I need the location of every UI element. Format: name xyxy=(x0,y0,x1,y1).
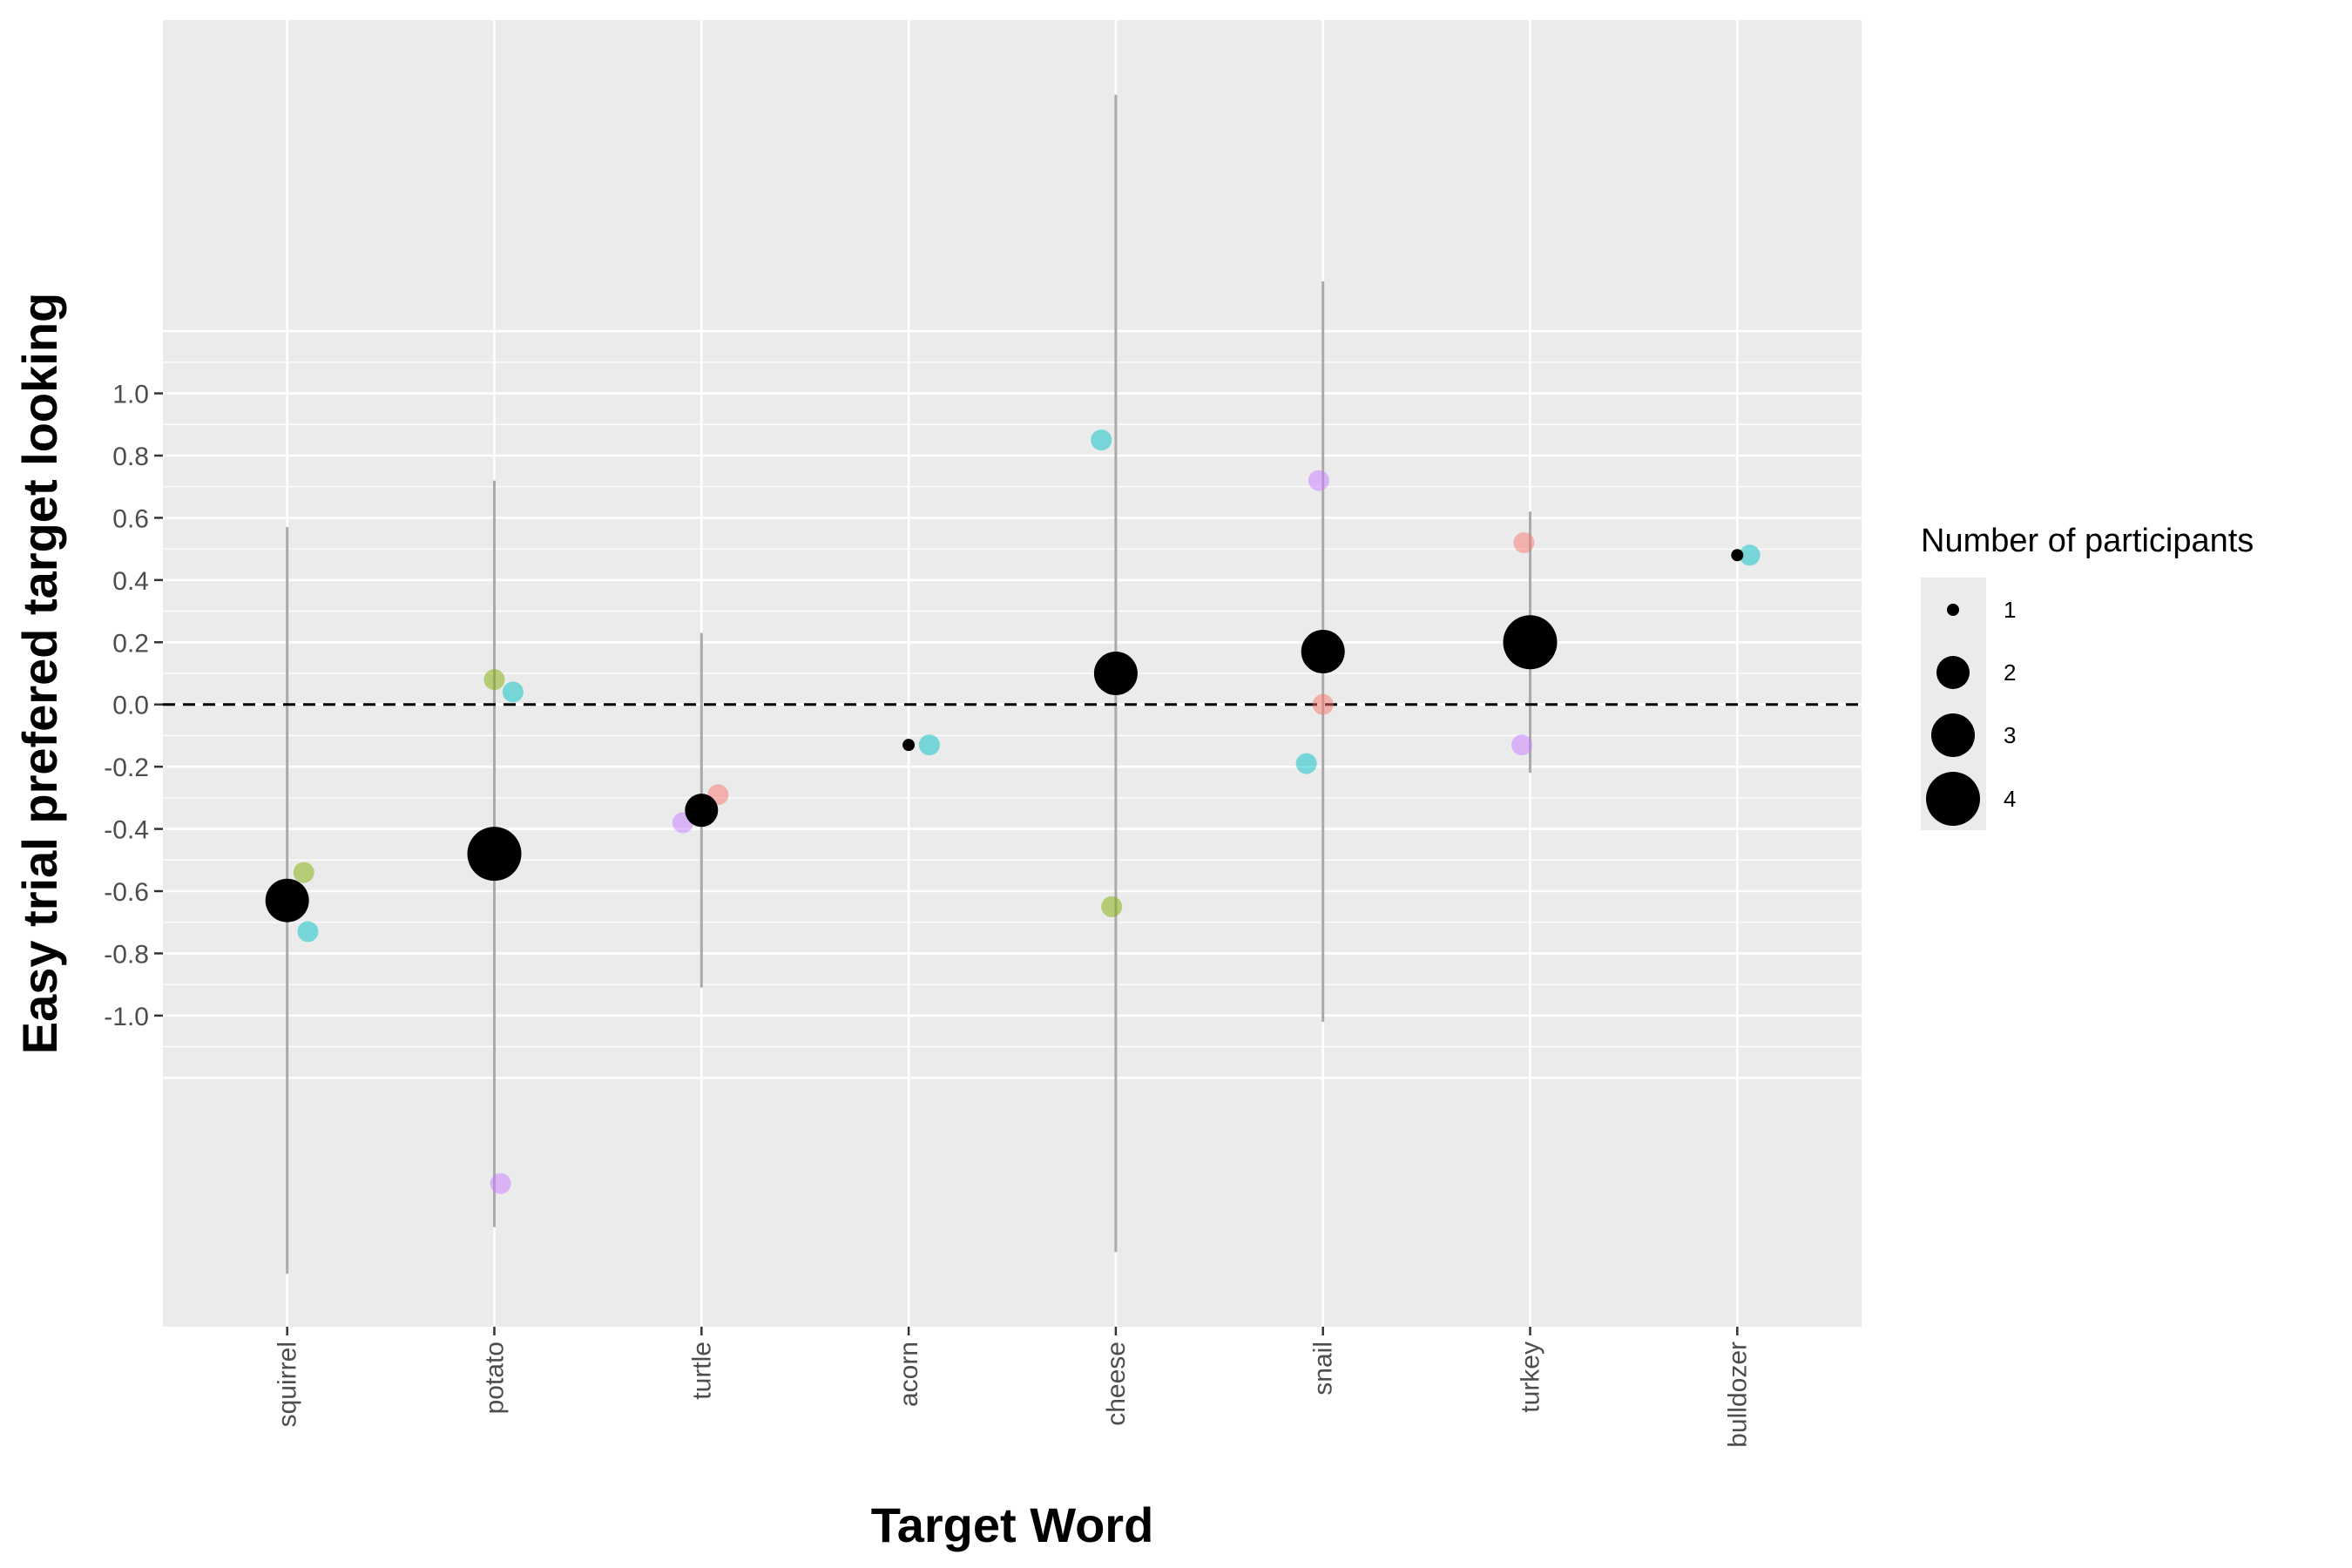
y-tick-label: 0.8 xyxy=(112,443,149,471)
mean-point-turkey xyxy=(1503,615,1558,670)
participant-point xyxy=(1511,734,1532,756)
participant-point xyxy=(483,669,505,691)
y-axis-title: Easy trial prefered target looking xyxy=(12,293,67,1054)
legend-title: Number of participants xyxy=(1921,523,2254,559)
mean-point-snail xyxy=(1301,630,1345,673)
mean-point-turtle xyxy=(685,794,719,828)
y-tick-label: 0.2 xyxy=(112,629,149,658)
y-tick-label: -0.4 xyxy=(104,816,149,845)
mean-points xyxy=(265,549,1744,923)
legend-label-4: 4 xyxy=(2004,786,2016,812)
legend-key-1 xyxy=(1947,604,1959,616)
y-tick-label: 0.6 xyxy=(112,504,149,533)
x-tick-label-cheese: cheese xyxy=(1102,1342,1131,1426)
participant-point xyxy=(1295,753,1317,774)
x-tick-label-snail: snail xyxy=(1309,1342,1338,1396)
x-tick-label-squirrel: squirrel xyxy=(274,1342,302,1427)
legend-label-2: 2 xyxy=(2004,659,2016,686)
y-axis: 1.0 0.8 0.6 0.4 0.2 0.0 -0.2 -0.4 -0.6 -0.8 -1.0 xyxy=(104,381,163,1031)
legend-key-2 xyxy=(1936,656,1970,689)
mean-point-potato xyxy=(467,827,522,882)
participant-point xyxy=(1308,470,1329,491)
participant-point xyxy=(1312,693,1334,715)
x-tick-label-potato: potato xyxy=(480,1342,509,1414)
legend-label-1: 1 xyxy=(2004,597,2016,623)
participant-point xyxy=(918,734,940,756)
grid-major-y xyxy=(163,329,1862,1079)
participant-point xyxy=(1739,544,1761,566)
y-tick-label: 1.0 xyxy=(112,381,149,409)
x-tick-label-turkey: turkey xyxy=(1517,1342,1545,1413)
participant-point xyxy=(502,681,524,703)
y-tick-label: -0.6 xyxy=(104,878,149,907)
y-tick-label: 0.0 xyxy=(112,692,149,720)
x-tick-label-turtle: turtle xyxy=(687,1342,716,1400)
mean-point-acorn xyxy=(902,739,916,752)
y-tick-label: -0.2 xyxy=(104,754,149,782)
legend-key-4 xyxy=(1926,772,1980,826)
mean-point-bulldozer xyxy=(1731,549,1744,562)
x-tick-label-acorn: acorn xyxy=(895,1342,923,1407)
x-axis-title: Target Word xyxy=(871,1497,1154,1552)
participant-point xyxy=(293,862,314,883)
mean-point-squirrel xyxy=(265,878,309,923)
legend: Number of participants 1 2 3 4 xyxy=(1921,523,2254,830)
participant-point xyxy=(297,921,319,943)
participant-point xyxy=(490,1173,511,1194)
legend-key-3 xyxy=(1931,713,1975,757)
y-tick-label: 0.4 xyxy=(112,567,149,596)
mean-point-cheese xyxy=(1093,652,1138,695)
legend-label-3: 3 xyxy=(2004,722,2016,748)
y-tick-label: -1.0 xyxy=(104,1003,149,1031)
participant-point xyxy=(1513,532,1535,553)
participant-point xyxy=(1091,429,1112,451)
y-tick-label: -0.8 xyxy=(104,940,149,969)
x-axis: squirrel potato turtle acorn cheese snail turk… xyxy=(274,1327,1752,1448)
x-tick-label-bulldozer: bulldozer xyxy=(1723,1342,1752,1448)
participant-point xyxy=(1101,896,1123,917)
